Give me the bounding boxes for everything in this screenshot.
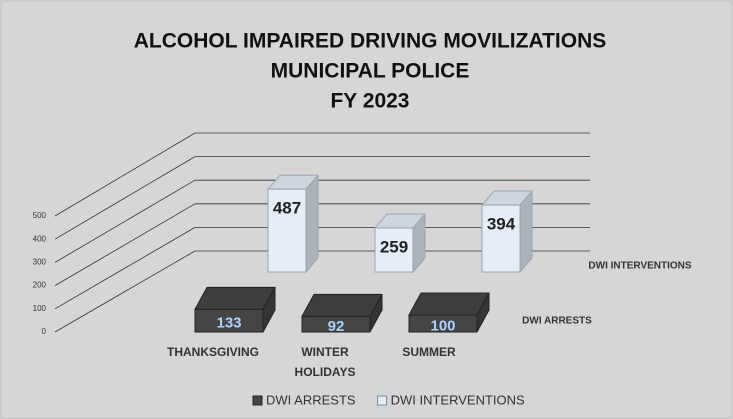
y-tick-label: 100	[33, 304, 47, 313]
chart-title: MUNICIPAL POLICE	[271, 60, 470, 83]
chart-title: FY 2023	[330, 90, 409, 113]
data-label: 92	[328, 318, 345, 335]
bar-face	[481, 204, 521, 273]
depth-label: DWI INTERVENTIONS	[588, 261, 691, 272]
grid-line	[54, 179, 196, 263]
bar-face	[408, 314, 478, 333]
grid-line	[54, 250, 196, 333]
bar-face	[194, 286, 276, 310]
legend-label: DWI INTERVENTIONS	[391, 392, 525, 407]
y-tick-label: 200	[33, 281, 47, 290]
bar	[266, 173, 320, 274]
y-tick-label: 0	[42, 327, 47, 336]
bar	[301, 293, 383, 333]
data-label: 100	[430, 317, 455, 334]
y-tick-label: 500	[33, 211, 47, 220]
grid-line	[54, 132, 196, 217]
data-label: 133	[216, 315, 241, 332]
legend-swatch	[377, 395, 388, 406]
y-tick-label: 400	[33, 234, 47, 243]
legend-swatch	[252, 395, 263, 406]
bar	[373, 212, 427, 274]
x-tick-label: WINTER HOLIDAYS	[294, 345, 356, 379]
bar	[480, 189, 534, 274]
bar-face	[408, 292, 490, 316]
chart-title: ALCOHOL IMPAIRED DRIVING MOVILIZATIONS	[134, 30, 607, 53]
data-label: 394	[487, 215, 516, 234]
x-tick-label: SUMMER	[402, 345, 456, 359]
depth-label: DWI ARRESTS	[522, 316, 592, 327]
bar	[408, 292, 490, 333]
bar-face	[301, 293, 383, 317]
bar-face	[267, 188, 307, 273]
bar-face	[194, 308, 264, 333]
bar-face	[374, 227, 414, 273]
bar-face	[305, 173, 319, 274]
grid-line	[54, 203, 196, 286]
grid-line	[54, 227, 196, 310]
x-tick-label: THANKSGIVING	[166, 345, 259, 359]
legend-label: DWI ARRESTS	[266, 392, 356, 407]
data-label: 487	[273, 199, 301, 218]
data-label: 259	[380, 237, 408, 256]
bar-face	[301, 315, 371, 333]
bar	[194, 286, 276, 333]
grid-line	[54, 156, 196, 240]
y-tick-label: 300	[33, 258, 47, 267]
